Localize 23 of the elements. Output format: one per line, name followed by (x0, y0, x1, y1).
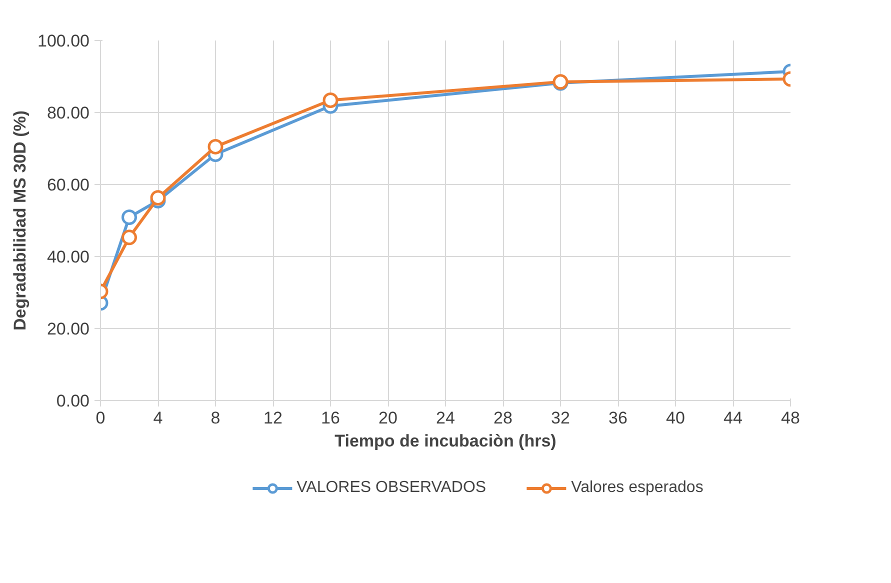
x-tick-label: 4 (153, 408, 163, 428)
x-tick-label: 0 (96, 408, 106, 428)
legend-label: Valores esperados (571, 479, 704, 497)
x-tick-label: 24 (436, 408, 455, 428)
y-tick-label: 20.00 (46, 320, 90, 338)
y-tick-label: 100.00 (38, 32, 90, 50)
x-axis-title: Tiempo de incubaciòn (hrs) (334, 432, 556, 450)
x-tick-label: 36 (608, 408, 628, 428)
x-tick-label: 28 (494, 408, 512, 428)
y-axis-title: Degradabilidad MS 30D (%) (10, 110, 30, 331)
x-tick-label: 44 (724, 408, 742, 428)
y-tick-label: 0.00 (56, 392, 90, 410)
x-tick-label: 48 (781, 408, 800, 428)
x-tick-label: 20 (378, 408, 398, 428)
x-tick-label: 12 (264, 408, 282, 428)
x-tick-label: 40 (666, 408, 685, 428)
y-tick-label: 40.00 (46, 248, 90, 266)
x-tick-label: 8 (210, 408, 220, 428)
y-tick-label: 60.00 (46, 176, 90, 194)
x-tick-label: 16 (321, 408, 340, 428)
legend-label: VALORES OBSERVADOS (296, 479, 486, 497)
y-tick-label: 80.00 (46, 104, 90, 122)
x-tick-label: 32 (551, 408, 570, 428)
